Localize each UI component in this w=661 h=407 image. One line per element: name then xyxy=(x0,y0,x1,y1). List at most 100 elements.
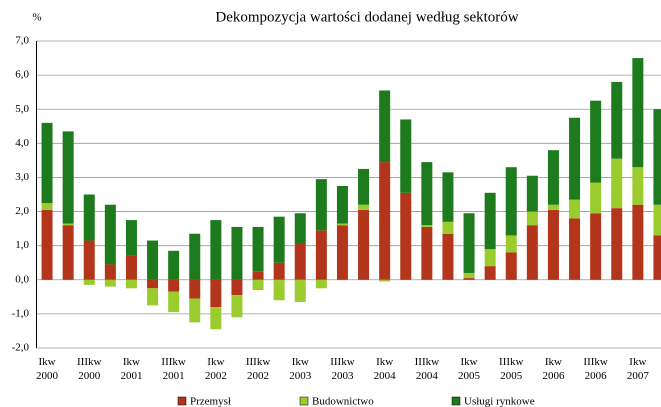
y-tick-label: 1,0 xyxy=(15,239,29,251)
x-tick-label: Ikw 2003 xyxy=(289,356,312,382)
bar-segment xyxy=(273,279,285,301)
x-tick-label: IIIkw 2003 xyxy=(330,356,355,382)
x-tick-label: Ikw 2002 xyxy=(204,356,227,382)
x-tick-label: IIIkw 2005 xyxy=(499,356,524,382)
bar-segment xyxy=(83,240,95,280)
legend-label: Budownictwo xyxy=(312,396,374,407)
bar-segment xyxy=(62,131,74,224)
bar-segment xyxy=(632,204,644,280)
bar-segment xyxy=(484,249,496,267)
bar-segment xyxy=(547,150,559,205)
bar-segment xyxy=(421,226,433,280)
bar-segment xyxy=(231,295,243,318)
bar-segment xyxy=(104,264,116,280)
y-tick-label: -2,0 xyxy=(12,342,30,354)
bar-segment xyxy=(358,168,370,205)
bar-segment xyxy=(463,213,475,273)
bar-segment xyxy=(379,279,391,282)
x-tick-label: Ikw 2000 xyxy=(36,356,59,382)
bar-segment xyxy=(590,100,602,183)
bar-segment xyxy=(336,223,348,226)
bar-segment xyxy=(505,167,517,236)
bar-segment xyxy=(189,233,201,280)
bar-segment xyxy=(569,199,581,219)
bar-segment xyxy=(547,209,559,280)
bar-segment xyxy=(147,288,159,306)
bar-segment xyxy=(611,158,623,209)
bar-segment xyxy=(590,213,602,280)
bar-segment xyxy=(62,223,74,226)
bar-segment xyxy=(442,221,454,234)
y-tick-label: 2,0 xyxy=(15,205,29,217)
bar-segment xyxy=(315,179,327,231)
bar-segment xyxy=(315,279,327,289)
bar-segment xyxy=(336,225,348,280)
legend-swatch xyxy=(451,396,461,406)
bar-segment xyxy=(41,122,53,204)
bar-segment xyxy=(358,209,370,280)
bar-segment xyxy=(168,279,180,292)
bar-segment xyxy=(505,252,517,280)
bar-segment xyxy=(210,279,222,308)
bar-segment xyxy=(590,182,602,214)
bar-segment xyxy=(379,90,391,163)
bar-segment xyxy=(104,204,116,265)
bar-segment xyxy=(569,218,581,280)
bar-segment xyxy=(104,279,116,287)
bar-segment xyxy=(442,172,454,222)
bar-segment xyxy=(147,240,159,280)
bar-segment xyxy=(83,279,95,285)
bar-segment xyxy=(189,298,201,323)
bar-segment xyxy=(463,278,475,280)
y-axis-label: % xyxy=(32,12,41,24)
bar-segment xyxy=(83,194,95,241)
bar-segment xyxy=(653,109,661,205)
bar-segment xyxy=(252,279,264,291)
chart-title: Dekompozycja wartości dodanej według sek… xyxy=(215,9,518,25)
bar-segment xyxy=(231,226,243,280)
bar-segment xyxy=(569,117,581,200)
y-tick-label: 3,0 xyxy=(15,171,29,183)
x-tick-label: Ikw 2004 xyxy=(373,356,396,382)
bar-segment xyxy=(611,81,623,159)
y-tick-label: 6,0 xyxy=(15,69,29,81)
bar-segment xyxy=(632,167,644,205)
bar-segment xyxy=(210,307,222,330)
bar-segment xyxy=(41,209,53,280)
bar-segment xyxy=(442,233,454,280)
bar-segment xyxy=(125,255,137,280)
bar-segment xyxy=(526,225,538,280)
bar-segment xyxy=(315,230,327,280)
bar-segment xyxy=(41,203,53,210)
bar-segment xyxy=(526,175,538,212)
bar-segment xyxy=(231,279,243,296)
bar-segment xyxy=(147,279,159,289)
x-tick-label: IIIkw 2004 xyxy=(414,356,440,382)
bar-segment xyxy=(294,213,306,244)
y-tick-label: 7,0 xyxy=(15,35,29,47)
x-tick-label: IIIkw 2006 xyxy=(583,356,608,382)
legend-swatch xyxy=(177,396,187,406)
bar-segment xyxy=(189,279,201,299)
bar-segment xyxy=(210,220,222,280)
bar-segment xyxy=(168,250,180,280)
bar-segment xyxy=(484,192,496,250)
x-tick-label: Ikw 2005 xyxy=(458,356,481,382)
legend-swatch xyxy=(299,396,309,406)
bar-segment xyxy=(653,235,661,280)
legend-label: Usługi rynkowe xyxy=(464,396,535,407)
bar-segment xyxy=(526,211,538,226)
x-tick-label: IIIkw 2001 xyxy=(161,356,186,382)
bar-segment xyxy=(463,272,475,279)
bar-segment xyxy=(252,226,264,272)
bar-segment xyxy=(62,225,74,280)
bar-segment xyxy=(400,119,412,193)
bar-segment xyxy=(400,192,412,280)
y-tick-label: 4,0 xyxy=(15,137,29,149)
x-tick-label: IIIkw 2000 xyxy=(77,356,102,382)
x-tick-label: IIIkw 2002 xyxy=(245,356,271,382)
bar-segment xyxy=(421,162,433,226)
bar-segment xyxy=(273,262,285,280)
bar-segment xyxy=(336,185,348,224)
